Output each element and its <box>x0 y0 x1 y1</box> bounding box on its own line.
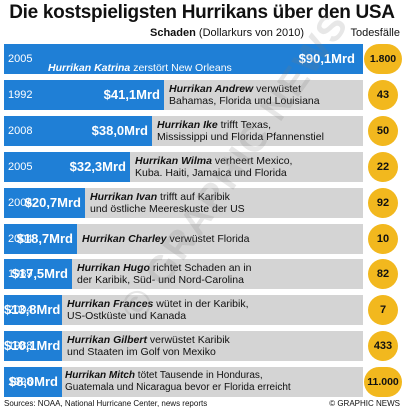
hurricane-name: Hurrikan Wilma <box>135 155 212 167</box>
row-text: trifft Texas, <box>217 119 272 131</box>
row-year: 2005 <box>8 161 33 173</box>
row-text: verwüstet <box>253 83 302 95</box>
row-text: verwüstet Florida <box>166 233 250 245</box>
deaths-badge: 433 <box>368 331 398 361</box>
row-year: 1992 <box>8 89 33 101</box>
damage-value-label: $20,7Mrd <box>24 195 81 210</box>
row-year: 2005 <box>8 53 33 65</box>
row-text-line2: und Staaten im Golf von Mexiko <box>67 346 216 358</box>
hurricane-row: 2005 $32,3Mrd Hurrikan Wilma verheert Mexi… <box>4 152 363 182</box>
damage-bar <box>4 152 130 182</box>
damage-bar <box>4 116 152 146</box>
brand-credit: © GRAPHIC NEWS <box>329 399 400 408</box>
row-description: Hurrikan Katrina zerstört New Orleans <box>48 53 232 74</box>
damage-value-label: $32,3Mrd <box>69 159 126 174</box>
damage-value-label: $18,7Mrd <box>16 231 73 246</box>
hurricane-row: 2008 $38,0Mrd Hurrikan Ike trifft Texas, Mi… <box>4 116 363 146</box>
hurricane-row: 1988 $10,1Mrd Hurrikan Gilbert verwüstet K… <box>4 331 363 361</box>
row-text: tötet Tausende in Honduras, <box>135 370 263 381</box>
row-year: 1989 <box>8 268 33 280</box>
hurricane-name: Hurrikan Katrina <box>48 62 131 74</box>
damage-value-label: $17,5Mrd <box>11 266 68 281</box>
deaths-badge: 92 <box>368 188 398 218</box>
hurricane-row: 1998 $8,0Mrd Hurrikan Mitch tötet Tausende… <box>4 367 363 397</box>
row-text-line2: Mississippi und Florida Pfannenstiel <box>157 131 324 143</box>
deaths-badge: 7 <box>368 295 398 325</box>
row-year: 2004 <box>8 233 33 245</box>
row-text-line2: Bahamas, Florida und Louisiana <box>169 95 320 107</box>
row-year: 2004 <box>8 304 33 316</box>
damage-value-label: $90,1Mrd <box>298 51 355 66</box>
row-text: richtet Schaden an in <box>149 262 252 274</box>
deaths-badge: 10 <box>368 224 398 254</box>
hurricane-name: Hurrikan Charley <box>82 233 167 245</box>
chart-title: Die kostspieligsten Hurrikans über den U… <box>9 2 395 23</box>
deaths-column-header: Todesfälle <box>350 27 400 39</box>
damage-bar <box>4 188 85 218</box>
damage-bar <box>4 224 77 254</box>
row-description: Hurrikan Mitch tötet Tausende in Hondura… <box>65 370 291 394</box>
row-description: Hurrikan Hugo richtet Schaden an in der K… <box>77 262 252 286</box>
damage-bar <box>4 259 72 289</box>
deaths-badge: 82 <box>368 259 398 289</box>
damage-bar <box>4 80 164 110</box>
hurricane-name: Hurrikan Mitch <box>65 370 136 381</box>
damage-value-label: $13,8Mrd <box>4 302 61 317</box>
damage-bar <box>4 331 62 361</box>
row-description: Hurrikan Gilbert verwüstet Karibik und St… <box>67 334 230 358</box>
hurricane-name: Hurrikan Andrew <box>169 83 254 95</box>
damage-column-header: Schaden (Dollarkurs von 2010) <box>150 27 304 40</box>
hurricane-name: Hurrikan Gilbert <box>67 334 147 346</box>
row-description: Hurrikan Wilma verheert Mexico, Kuba. Hai… <box>135 155 292 179</box>
hurricane-name: Hurrikan Ivan <box>90 191 158 203</box>
row-text: wütet in der Karibik, <box>153 298 249 310</box>
damage-currency-note: (Dollarkurs von 2010) <box>195 27 305 39</box>
row-text: verheert Mexico, <box>211 155 293 167</box>
row-description: Hurrikan Frances wütet in der Karibik, US… <box>67 298 249 322</box>
damage-value-label: $41,1Mrd <box>103 87 160 102</box>
hurricane-row: 2005 $90,1Mrd Hurrikan Katrina zerstört Ne… <box>4 44 363 74</box>
row-text-line2: Guatemala und Nicaragua bevor er Florida… <box>65 382 291 393</box>
hurricane-row: 2004 $20,7Mrd Hurrikan Ivan trifft auf Kar… <box>4 188 363 218</box>
row-text: trifft auf Karibik <box>157 191 230 203</box>
row-text: verwüstet Karibik <box>146 334 230 346</box>
hurricane-row: 2004 $18,7Mrd Hurrikan Charley verwüstet F… <box>4 224 363 254</box>
sources-note: Sources: NOAA, National Hurricane Center… <box>4 399 208 408</box>
hurricane-row: 1992 $41,1Mrd Hurrikan Andrew verwüstet Bah… <box>4 80 363 110</box>
row-year: 2008 <box>8 125 33 137</box>
row-year: 1998 <box>8 376 33 388</box>
row-description: Hurrikan Ivan trifft auf Karibik und östl… <box>90 191 245 215</box>
row-text-line2: Kuba. Haiti, Jamaica und Florida <box>135 167 287 179</box>
damage-bar <box>4 367 62 397</box>
row-description: Hurrikan Ike trifft Texas, Mississippi un… <box>157 119 324 143</box>
hurricane-row: 1989 $17,5Mrd Hurrikan Hugo richtet Schade… <box>4 259 363 289</box>
damage-value-label: $10,1Mrd <box>4 338 61 353</box>
row-description: Hurrikan Charley verwüstet Florida <box>82 233 250 245</box>
deaths-badge: 43 <box>368 80 398 110</box>
hurricane-name: Hurrikan Frances <box>67 298 154 310</box>
hurricane-name: Hurrikan Hugo <box>77 262 150 274</box>
row-text-line2: US-Ostküste und Kanada <box>67 310 187 322</box>
deaths-badge: 50 <box>368 116 398 146</box>
row-year: 1988 <box>8 340 33 352</box>
deaths-badge: 22 <box>368 152 398 182</box>
hurricane-row: 2004 $13,8Mrd Hurrikan Frances wütet in de… <box>4 295 363 325</box>
damage-value-label: $8,0Mrd <box>8 374 58 389</box>
damage-bar <box>4 295 62 325</box>
deaths-badge: 1.800 <box>364 44 402 74</box>
row-text-line2: und östliche Meereskuste der US <box>90 203 245 215</box>
deaths-badge: 11.000 <box>364 367 402 397</box>
hurricane-name: Hurrikan Ike <box>157 119 218 131</box>
damage-label: Schaden <box>150 27 196 39</box>
row-text: zerstört New Orleans <box>130 62 232 74</box>
damage-value-label: $38,0Mrd <box>91 123 148 138</box>
row-text-line2: der Karibik, Süd- und Nord-Carolina <box>77 274 244 286</box>
row-description: Hurrikan Andrew verwüstet Bahamas, Florid… <box>169 83 320 107</box>
row-year: 2004 <box>8 197 33 209</box>
